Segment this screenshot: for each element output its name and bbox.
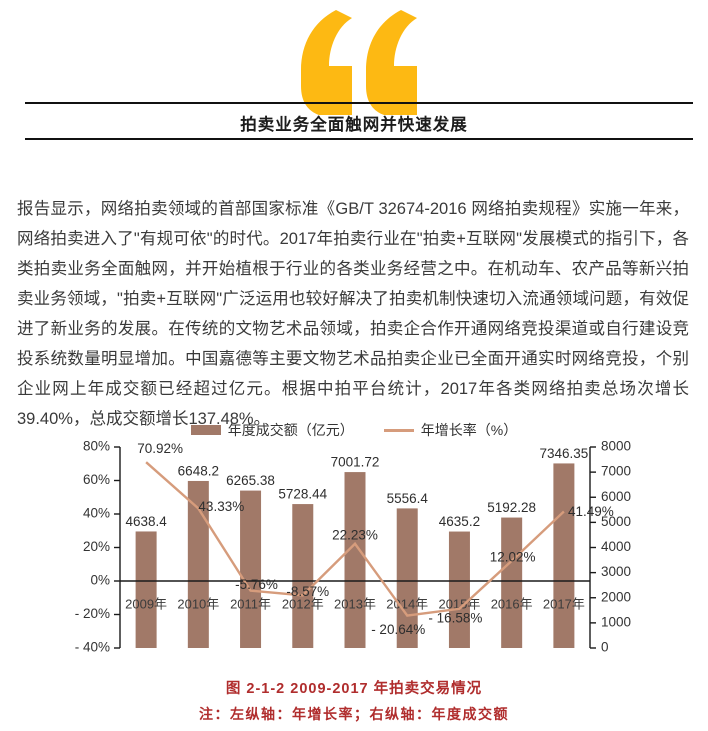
bar-2013年 (344, 472, 366, 648)
legend-item-growth: 年增长率（%） (383, 420, 518, 440)
svg-text:5000: 5000 (601, 514, 631, 529)
svg-text:40%: 40% (83, 506, 110, 521)
svg-text:5556.4: 5556.4 (387, 491, 429, 506)
svg-text:0: 0 (601, 640, 609, 655)
svg-text:60%: 60% (83, 472, 110, 487)
left-axis: 80% 60% 40% 20% 0% - 20% - 40% (75, 439, 121, 655)
bar-2017年 (553, 463, 575, 648)
svg-text:2013年: 2013年 (334, 596, 376, 611)
svg-text:4635.2: 4635.2 (439, 514, 480, 529)
svg-text:6000: 6000 (601, 489, 631, 504)
quote-icon (301, 10, 417, 115)
svg-text:2000: 2000 (601, 589, 631, 604)
svg-text:7000: 7000 (601, 464, 631, 479)
bar-2012年 (292, 504, 314, 648)
legend-label-turnover: 年度成交额（亿元） (227, 422, 354, 438)
bars-series (135, 463, 575, 648)
svg-text:5192.28: 5192.28 (487, 500, 536, 515)
page-title: 拍卖业务全面触网并快速发展 (240, 116, 468, 134)
svg-text:- 40%: - 40% (75, 640, 110, 655)
svg-text:7346.35: 7346.35 (539, 446, 588, 461)
svg-text:6265.38: 6265.38 (226, 473, 275, 488)
svg-text:2014年: 2014年 (386, 596, 428, 611)
svg-text:22.23%: 22.23% (332, 527, 378, 542)
chart-legend: 年度成交额（亿元） 年增长率（%） (0, 420, 708, 440)
svg-text:2010年: 2010年 (177, 596, 219, 611)
svg-text:41.49%: 41.49% (568, 504, 614, 519)
title-divider-top (25, 102, 693, 104)
svg-text:80%: 80% (83, 439, 110, 454)
bar-2014年 (396, 508, 418, 648)
svg-text:70.92%: 70.92% (137, 441, 183, 456)
auction-combo-chart: 80% 60% 40% 20% 0% - 20% - 40% 8000 7000 6000 5000… (75, 439, 631, 655)
legend-label-growth: 年增长率（%） (420, 422, 518, 438)
line-value-labels: 70.92% 43.33% -5.76% -8.57% 22.23% - 20.64%- … (137, 441, 614, 637)
svg-text:7001.72: 7001.72 (331, 455, 380, 470)
right-axis: 8000 7000 6000 5000 4000 3000 2000 1000 0 (589, 439, 631, 655)
svg-text:4638.4: 4638.4 (125, 514, 167, 529)
svg-text:2011年: 2011年 (230, 596, 271, 611)
svg-text:- 16.58%: - 16.58% (428, 610, 482, 625)
svg-text:4000: 4000 (601, 539, 631, 554)
bar-2016年 (501, 517, 523, 648)
body-paragraph: 报告显示，网络拍卖领域的首部国家标准《GB/T 32674-2016 网络拍卖规… (17, 199, 689, 428)
svg-text:1000: 1000 (601, 614, 631, 629)
svg-text:2017年: 2017年 (543, 596, 585, 611)
svg-text:8000: 8000 (601, 439, 631, 454)
svg-text:-8.57%: -8.57% (286, 584, 329, 599)
svg-text:12.02%: 12.02% (490, 549, 536, 564)
legend-item-turnover: 年度成交额（亿元） (190, 420, 354, 440)
growth-line (145, 461, 565, 617)
bar-2015年 (448, 531, 470, 648)
svg-text:2016年: 2016年 (491, 596, 533, 611)
growth-line-group (145, 461, 565, 617)
figure-caption: 图 2-1-2 2009-2017 年拍卖交易情况 (225, 681, 483, 697)
line-swatch-icon (383, 428, 414, 432)
title-divider-bottom (25, 138, 693, 140)
figure-note: 注：左纵轴：年增长率；右纵轴：年度成交额 (199, 706, 509, 722)
svg-text:5728.44: 5728.44 (278, 487, 327, 502)
svg-text:0%: 0% (90, 573, 110, 588)
svg-text:20%: 20% (83, 539, 110, 554)
bar-2009年 (135, 531, 157, 648)
svg-text:2009年: 2009年 (125, 596, 167, 611)
svg-text:2012年: 2012年 (282, 596, 324, 611)
category-labels: 2009年 2010年 2011年 2012年 2013年 2014年 2015年 2016年… (125, 596, 585, 611)
bar-2011年 (240, 490, 262, 648)
svg-text:- 20.64%: - 20.64% (371, 622, 425, 637)
svg-text:3000: 3000 (601, 564, 631, 579)
svg-text:- 20%: - 20% (75, 606, 110, 621)
bar-2010年 (187, 480, 209, 648)
svg-text:-5.76%: -5.76% (235, 577, 278, 592)
svg-text:6648.2: 6648.2 (178, 464, 219, 479)
bar-swatch-icon (190, 425, 221, 435)
svg-text:43.33%: 43.33% (198, 499, 244, 514)
